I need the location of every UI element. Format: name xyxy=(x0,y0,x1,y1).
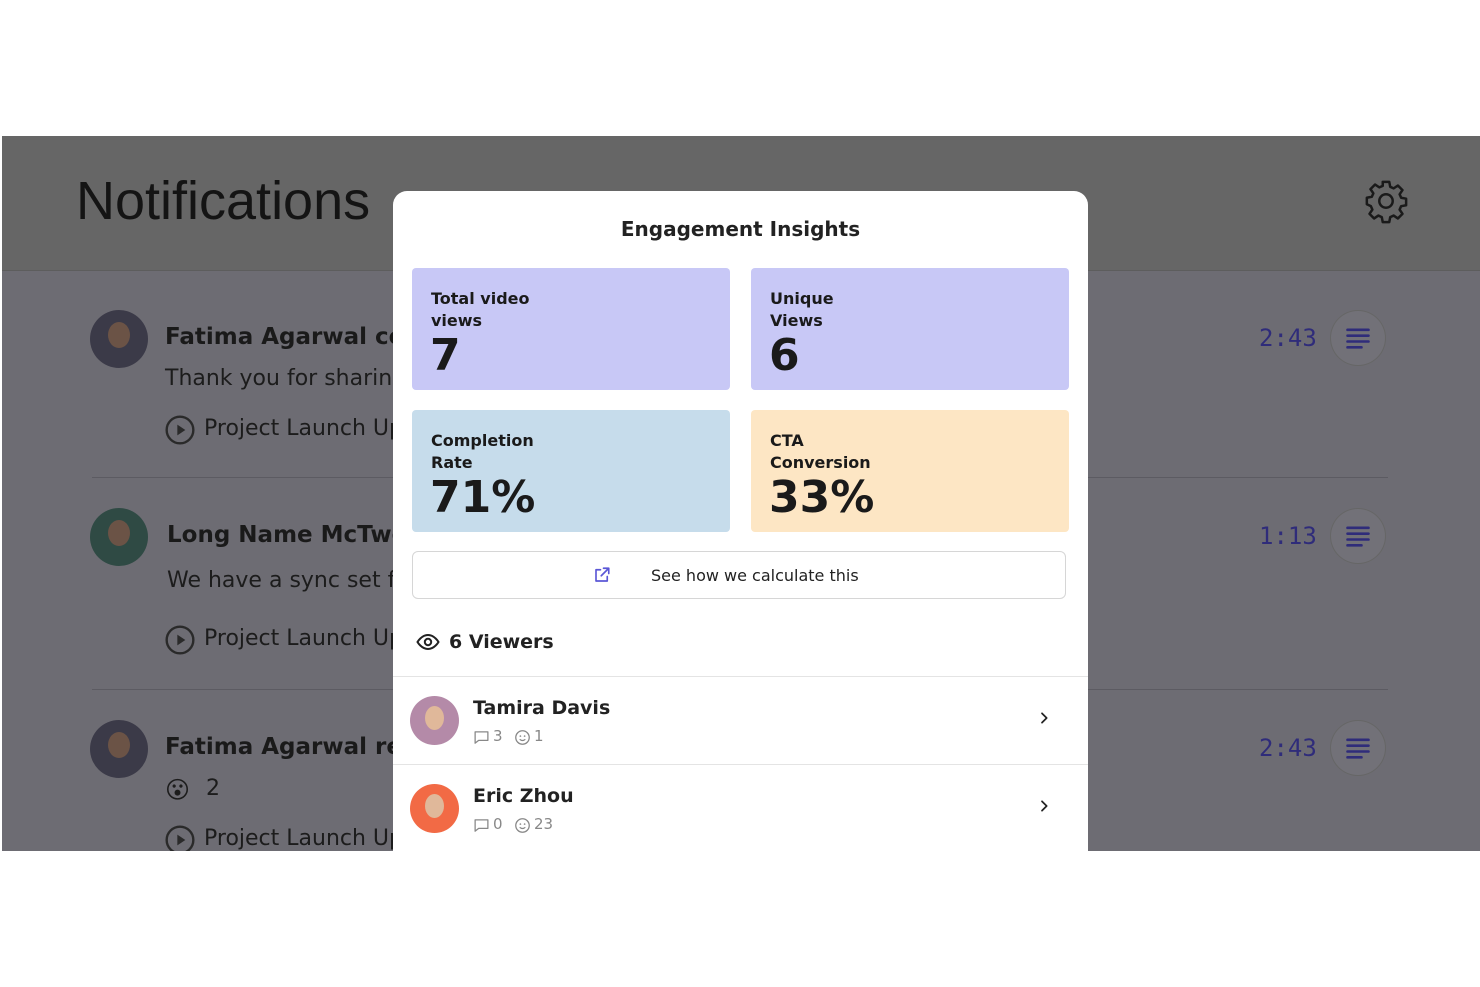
notification-name: Long Name McTwo xyxy=(167,522,408,548)
notification-time: 2:43 xyxy=(1259,734,1317,762)
comment-count: 3 xyxy=(493,727,503,745)
calculate-link-button[interactable]: See how we calculate this xyxy=(412,551,1066,599)
avatar-face xyxy=(425,706,444,730)
button-label: See how we calculate this xyxy=(651,566,859,585)
viewer-avatar xyxy=(410,784,459,833)
stat-label: Unique Views xyxy=(770,289,834,330)
notification-time: 1:13 xyxy=(1259,522,1317,550)
reaction-emoji: 😮 xyxy=(165,776,191,804)
menu-icon xyxy=(1344,324,1372,352)
menu-icon xyxy=(1344,734,1372,762)
notification-time: 2:43 xyxy=(1259,324,1317,352)
notification-link[interactable]: Project Launch Up xyxy=(204,626,403,651)
notification-link[interactable]: Project Launch Up xyxy=(204,416,403,441)
notification-link[interactable]: Project Launch Up xyxy=(204,826,403,851)
viewer-name: Eric Zhou xyxy=(473,785,574,807)
reaction-count: 2 xyxy=(206,776,220,801)
stat-value: 33% xyxy=(769,472,875,523)
play-icon xyxy=(164,824,196,851)
stat-value: 71% xyxy=(430,472,536,523)
avatar xyxy=(90,720,148,778)
play-icon xyxy=(164,624,196,656)
viewer-row[interactable]: Tamira Davis 3 1 xyxy=(393,676,1088,764)
reaction-count: 1 xyxy=(534,727,544,745)
avatar xyxy=(90,508,148,566)
comment-icon xyxy=(473,817,490,834)
settings-icon[interactable] xyxy=(1363,178,1409,224)
stat-label: Total video views xyxy=(431,289,530,330)
avatar-face xyxy=(425,794,444,818)
notification-message: Thank you for sharing xyxy=(165,366,407,391)
chevron-icon xyxy=(1036,798,1052,814)
viewer-avatar xyxy=(410,696,459,745)
stat-label: CTA Conversion xyxy=(770,431,871,472)
stat-value: 7 xyxy=(430,330,461,381)
eye-icon xyxy=(416,633,440,651)
avatar-face xyxy=(108,732,130,758)
avatar-face xyxy=(108,322,130,348)
transcript-button[interactable] xyxy=(1331,311,1385,365)
page-title: Notifications xyxy=(76,171,371,231)
viewer-row[interactable]: Eric Zhou 0 23 xyxy=(393,764,1088,851)
modal-title: Engagement Insights xyxy=(620,217,861,241)
engagement-modal: Engagement Insights Total video views 7 Un… xyxy=(393,191,1088,851)
play-icon xyxy=(164,414,196,446)
stat-card: CTA Conversion 33% xyxy=(751,410,1069,532)
viewer-name: Tamira Davis xyxy=(473,697,611,719)
chevron-icon xyxy=(1036,710,1052,726)
stat-card: Completion Rate 71% xyxy=(412,410,730,532)
notification-name: Fatima Agarwal com xyxy=(165,324,429,350)
reaction-count: 23 xyxy=(534,815,554,833)
stat-card: Total video views 7 xyxy=(412,268,730,390)
avatar-face xyxy=(108,520,130,546)
transcript-button[interactable] xyxy=(1331,509,1385,563)
notification-message: We have a sync set f xyxy=(167,568,396,593)
notification-name: Fatima Agarwal reac xyxy=(165,734,432,760)
stat-value: 6 xyxy=(769,330,800,381)
comment-count: 0 xyxy=(493,815,503,833)
comment-icon xyxy=(473,729,490,746)
menu-icon xyxy=(1344,522,1372,550)
stat-label: Completion Rate xyxy=(431,431,534,472)
transcript-button[interactable] xyxy=(1331,721,1385,775)
reaction-icon xyxy=(514,817,531,834)
avatar xyxy=(90,310,148,368)
viewers-heading: 6 Viewers xyxy=(449,631,554,653)
stat-card: Unique Views 6 xyxy=(751,268,1069,390)
external-link-icon xyxy=(595,567,610,582)
reaction-icon xyxy=(514,729,531,746)
